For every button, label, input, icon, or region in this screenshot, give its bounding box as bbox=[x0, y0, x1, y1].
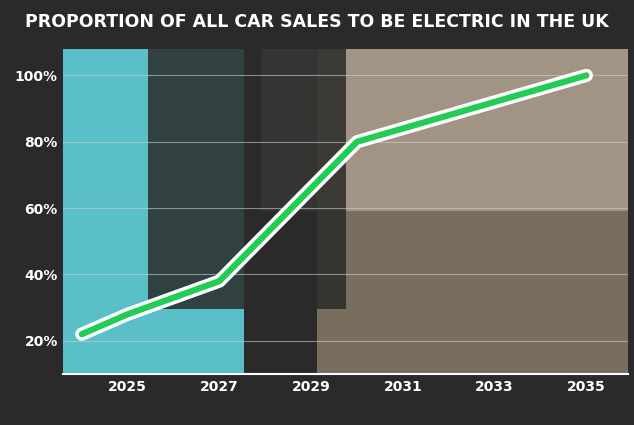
Bar bbox=[63, 49, 244, 374]
Bar bbox=[148, 49, 346, 309]
Text: PROPORTION OF ALL CAR SALES TO BE ELECTRIC IN THE UK: PROPORTION OF ALL CAR SALES TO BE ELECTR… bbox=[25, 13, 609, 31]
Bar bbox=[261, 49, 628, 212]
Bar bbox=[317, 49, 628, 374]
